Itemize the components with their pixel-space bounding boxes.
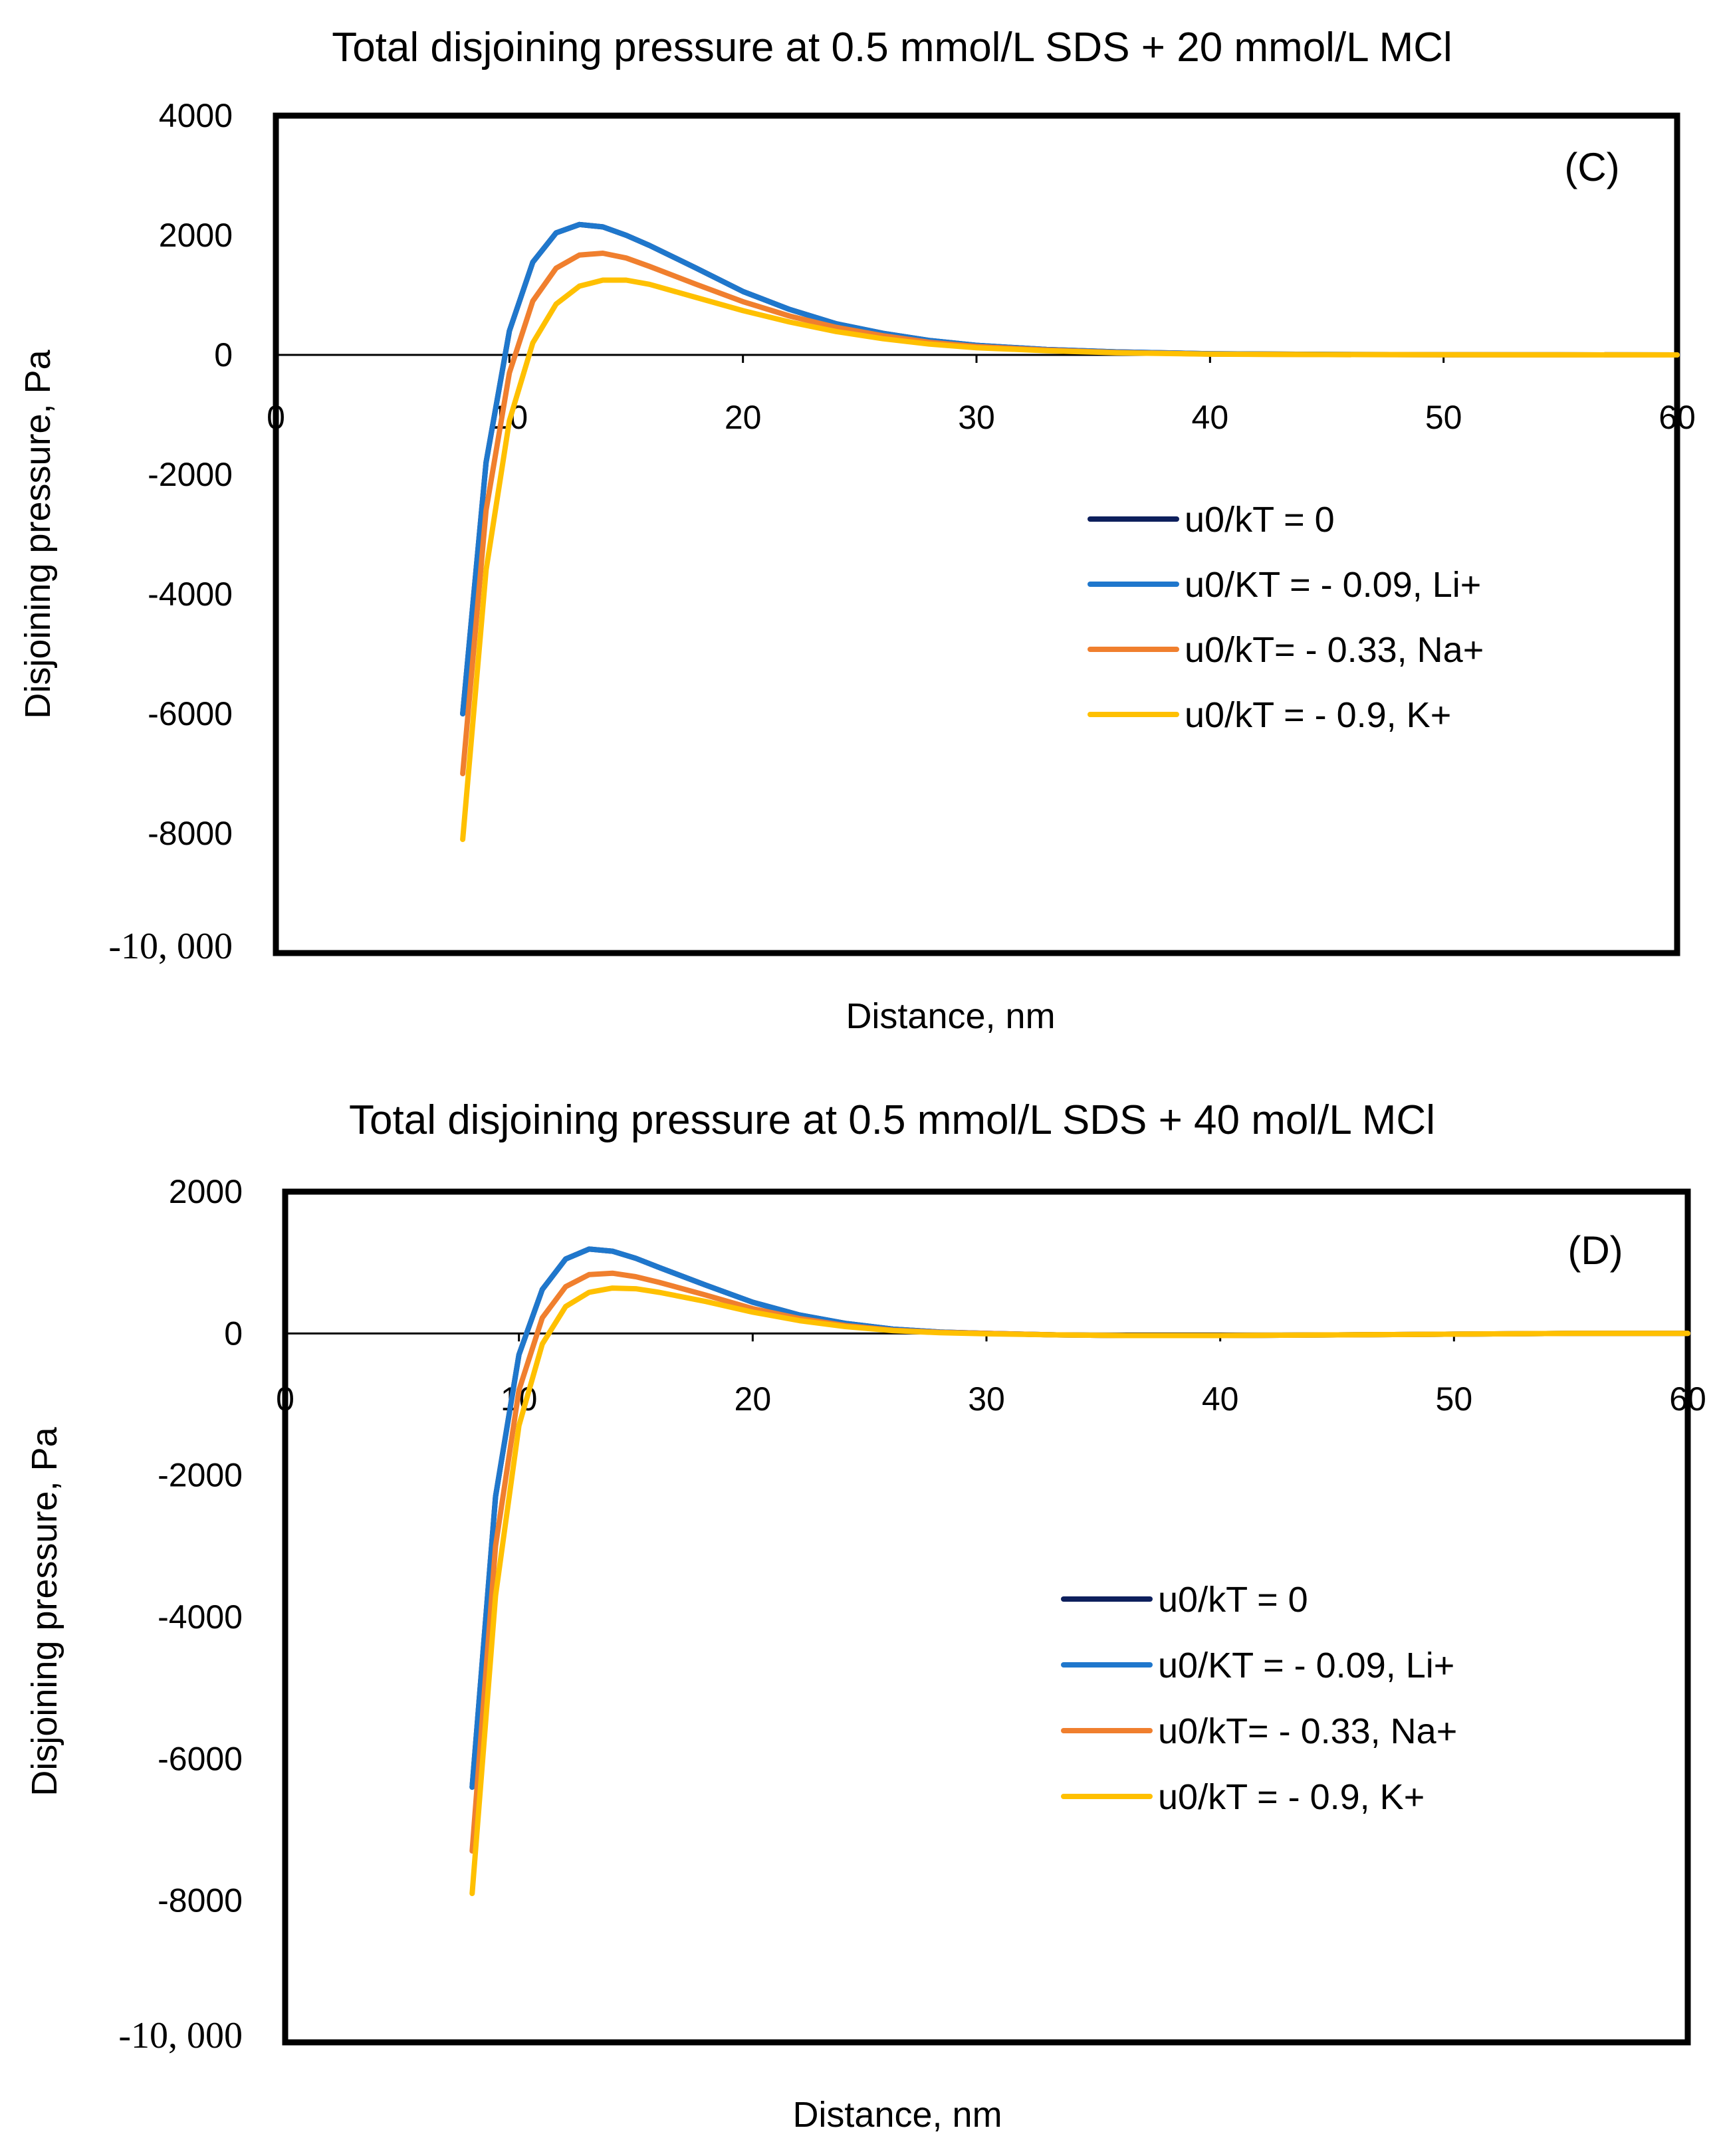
chart-panel-d: Total disjoining pressure at 0.5 mmol/L … (25, 1097, 1706, 2135)
chart-c-y-tick-label: 0 (214, 336, 233, 374)
chart-d-x-tick-label: 0 (276, 1380, 294, 1418)
chart-d-legend-label-2: u0/KT = - 0.09, Li+ (1158, 1646, 1454, 1685)
chart-d-legend-label-1: u0/kT = 0 (1158, 1580, 1308, 1620)
chart-c-legend: u0/kT = 0 u0/KT = - 0.09, Li+ u0/kT= - 0.3… (1088, 500, 1484, 735)
chart-c-series (460, 221, 1680, 842)
chart-c-x-axis-title: Distance, nm (846, 996, 1055, 1036)
chart-d-series (469, 1246, 1690, 1896)
chart-c-y-tick-label: -8000 (148, 815, 233, 852)
chart-c-series-line-4 (460, 277, 1680, 842)
chart-d-y-tick-label: -6000 (158, 1740, 243, 1777)
chart-d-legend-label-3: u0/kT= - 0.33, Na+ (1158, 1711, 1457, 1751)
chart-d-x-tick-label: 50 (1436, 1380, 1473, 1418)
chart-c-y-tick-label: -10, 000 (108, 926, 233, 967)
chart-c-y-axis: 4000 2000 0 -2000 -4000 -6000 -8000 -10, 000 (108, 97, 233, 967)
chart-d-y-tick-label: -4000 (158, 1598, 243, 1636)
chart-c-y-tick-label: 2000 (159, 217, 233, 254)
chart-d-y-axis-title: Disjoining pressure, Pa (25, 1426, 64, 1796)
chart-c-y-tick-label: -2000 (148, 456, 233, 493)
chart-c-y-tick-label: -6000 (148, 695, 233, 732)
chart-d-panel-label: (D) (1567, 1228, 1623, 1273)
chart-d-y-tick-label: -8000 (158, 1882, 243, 1919)
chart-d-series-line-4 (469, 1285, 1690, 1896)
chart-d-x-axis-title: Distance, nm (792, 2095, 1002, 2135)
chart-d-x-tick-label: 20 (735, 1380, 772, 1418)
chart-d-legend: u0/kT = 0 u0/KT = - 0.09, Li+ u0/kT= - 0.3… (1061, 1580, 1457, 1817)
chart-c-x-tick-label: 60 (1659, 399, 1696, 436)
chart-c-legend-label-2: u0/KT = - 0.09, Li+ (1185, 565, 1481, 605)
chart-d-y-tick-label: -2000 (158, 1457, 243, 1494)
chart-d-y-tick-label: 2000 (169, 1173, 243, 1210)
chart-c-legend-label-4: u0/kT = - 0.9, K+ (1185, 695, 1451, 735)
chart-c-y-axis-title: Disjoining pressure, Pa (18, 349, 58, 718)
chart-d-title: Total disjoining pressure at 0.5 mmol/L … (349, 1097, 1435, 1143)
chart-c-x-tick-label: 30 (958, 399, 995, 436)
chart-d-x-axis: 0 10 20 30 40 50 60 (276, 1333, 1706, 1418)
chart-c-plot-frame (273, 112, 1680, 956)
chart-c-y-tick-label: 4000 (159, 97, 233, 134)
chart-d-legend-label-4: u0/kT = - 0.9, K+ (1158, 1777, 1425, 1817)
chart-c-title: Total disjoining pressure at 0.5 mmol/L … (332, 25, 1452, 70)
chart-d-y-tick-label: -10, 000 (118, 2015, 243, 2056)
chart-c-panel-label: (C) (1564, 145, 1619, 189)
chart-c-y-tick-label: -4000 (148, 576, 233, 613)
chart-c-legend-label-1: u0/kT = 0 (1185, 500, 1335, 540)
chart-d-y-axis: 2000 0 -2000 -4000 -6000 -8000 -10, 000 (118, 1173, 243, 2056)
chart-c-x-tick-label: 0 (267, 399, 285, 436)
chart-d-x-tick-label: 40 (1202, 1380, 1239, 1418)
chart-d-y-tick-label: 0 (224, 1315, 243, 1352)
chart-c-x-tick-label: 40 (1192, 399, 1229, 436)
chart-c-x-tick-label: 20 (725, 399, 762, 436)
chart-c-legend-label-3: u0/kT= - 0.33, Na+ (1185, 630, 1484, 670)
chart-d-x-tick-label: 60 (1669, 1380, 1706, 1418)
chart-d-plot-frame (282, 1188, 1691, 2046)
chart-c-x-tick-label: 50 (1425, 399, 1462, 436)
chart-panel-c: Total disjoining pressure at 0.5 mmol/L … (18, 25, 1696, 1036)
chart-d-x-tick-label: 30 (968, 1380, 1005, 1418)
